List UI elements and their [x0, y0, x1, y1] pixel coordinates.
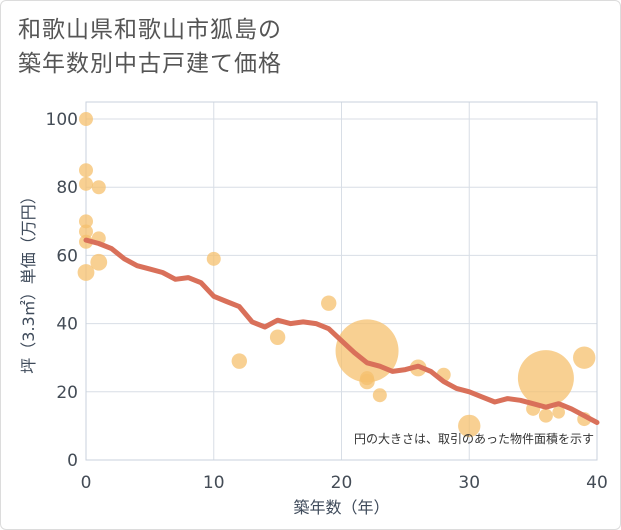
- data-point: [538, 408, 553, 423]
- y-axis-title: 坪（3.3㎡）単価（万円）: [19, 188, 38, 373]
- data-point: [79, 176, 93, 191]
- plot-area: [85, 101, 598, 461]
- data-point: [269, 329, 286, 345]
- data-point: [77, 264, 95, 281]
- x-tick-label: 0: [81, 473, 92, 493]
- data-point: [91, 180, 106, 195]
- data-point: [79, 163, 93, 178]
- y-tick-label: 20: [56, 383, 78, 403]
- bubble-size-note: 円の大きさは、取引のあった物件面積を示す: [354, 431, 594, 446]
- y-tick-label: 40: [56, 315, 78, 335]
- data-point: [79, 112, 93, 127]
- x-tick-label: 40: [586, 473, 608, 493]
- data-point: [517, 350, 574, 407]
- x-tick-label: 30: [458, 473, 480, 493]
- x-axis-title: 築年数（年）: [293, 498, 389, 517]
- chart-title-line-1: 和歌山県和歌山市狐島の: [18, 17, 282, 43]
- data-point: [206, 251, 221, 266]
- chart-title: 和歌山県和歌山市狐島の 築年数別中古戸建て価格: [18, 13, 282, 81]
- data-point: [79, 214, 93, 229]
- data-point: [458, 414, 481, 438]
- chart-title-line-2: 築年数別中古戸建て価格: [18, 51, 282, 77]
- y-tick-label: 60: [56, 246, 78, 266]
- y-tick-label: 0: [67, 451, 78, 471]
- axis-ticks: 0 10 20 30 40 0 20 40 60 80 100: [46, 110, 608, 493]
- y-tick-label: 80: [56, 178, 78, 198]
- data-point: [79, 224, 93, 239]
- data-point: [321, 295, 337, 311]
- data-point: [372, 388, 387, 403]
- data-point: [359, 373, 375, 390]
- data-points: [77, 112, 596, 438]
- data-point: [231, 353, 247, 369]
- x-tick-label: 10: [203, 473, 225, 493]
- data-point: [90, 253, 108, 271]
- x-tick-label: 20: [331, 473, 353, 493]
- grid-lines: [85, 102, 598, 461]
- y-tick-label: 100: [46, 110, 78, 130]
- trend-line: [83, 237, 600, 425]
- data-point: [573, 346, 596, 369]
- data-point: [552, 405, 565, 419]
